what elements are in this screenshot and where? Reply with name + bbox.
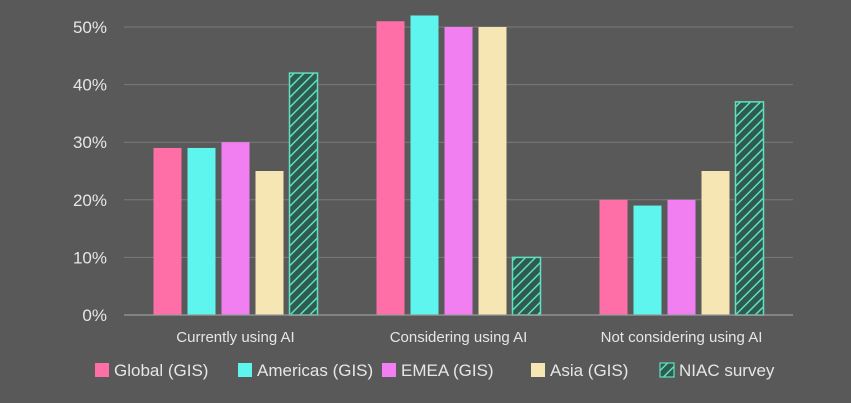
legend-item: EMEA (GIS): [382, 361, 494, 380]
y-tick-label: 0%: [82, 306, 107, 325]
legend-item: Global (GIS): [95, 361, 208, 380]
bar-niac-survey-1: [288, 72, 319, 316]
legend-swatch: [659, 362, 675, 378]
legend-label: EMEA (GIS): [401, 361, 494, 380]
x-category-label: Considering using AI: [390, 329, 528, 346]
legend-item: Americas (GIS): [238, 361, 373, 380]
bar-emea-gis-2: [444, 27, 473, 315]
bar-americas-gis-1: [187, 147, 216, 315]
legend-swatch: [95, 363, 109, 377]
y-axis-tick-labels: 0% 10% 20% 30% 40% 50%: [73, 18, 107, 325]
legend-swatch: [531, 363, 545, 377]
bar-asia-gis-2: [478, 27, 507, 315]
x-axis-category-labels: Currently using AI Considering using AI No…: [176, 329, 762, 346]
bar-americas-gis-2: [410, 15, 439, 315]
bar-emea-gis-1: [221, 142, 250, 315]
bar-global-gis-3: [599, 199, 628, 315]
bar-niac-survey-3: [734, 101, 765, 316]
bar-emea-gis-3: [667, 199, 696, 315]
legend-label: NIAC survey: [679, 361, 775, 380]
y-tick-label: 30%: [73, 133, 107, 152]
legend-swatch: [238, 363, 252, 377]
x-category-label: Not considering using AI: [601, 329, 763, 346]
legend-label: Global (GIS): [114, 361, 208, 380]
bar-asia-gis-1: [255, 171, 284, 315]
bar-americas-gis-3: [633, 205, 662, 315]
legend-item: Asia (GIS): [531, 361, 628, 380]
y-tick-label: 50%: [73, 18, 107, 37]
y-tick-label: 20%: [73, 191, 107, 210]
legend-swatch: [382, 363, 396, 377]
legend: Global (GIS) Americas (GIS) EMEA (GIS) Asia…: [95, 361, 775, 380]
bar-global-gis-2: [376, 21, 405, 316]
bar-global-gis-1: [153, 147, 182, 315]
x-category-label: Currently using AI: [176, 329, 294, 346]
legend-label: Asia (GIS): [550, 361, 628, 380]
y-tick-label: 40%: [73, 76, 107, 95]
bar-asia-gis-3: [701, 171, 730, 315]
bar-niac-survey-2: [511, 256, 542, 316]
legend-label: Americas (GIS): [257, 361, 373, 380]
legend-item: NIAC survey: [659, 361, 775, 380]
bars: [153, 15, 765, 316]
y-tick-label: 10%: [73, 248, 107, 267]
